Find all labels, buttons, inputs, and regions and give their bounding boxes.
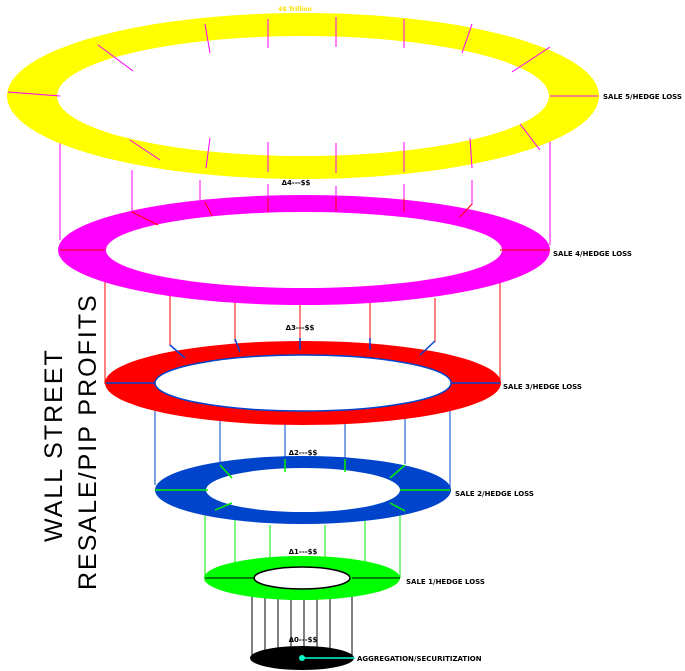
connectors-tier4-to-tier5	[59, 129, 551, 245]
tier-label-5: SALE 5/HEDGE LOSS	[603, 93, 682, 101]
delta-label-1: Δ1---$$	[289, 548, 318, 556]
top-total-label: 4$ Trillion	[278, 6, 311, 13]
side-title-line2: RESALE/PIP PROFITS	[74, 293, 102, 590]
tier-label-3: SALE 3/HEDGE LOSS	[503, 383, 582, 391]
connectors-tier3-to-tier4	[104, 272, 501, 384]
tier-label-4: SALE 4/HEDGE LOSS	[553, 250, 632, 258]
side-title-line1: WALL STREET	[40, 348, 68, 542]
tier-label-0: AGGREGATION/SECURITIZATION	[357, 655, 482, 663]
tier-label-2: SALE 2/HEDGE LOSS	[455, 490, 534, 498]
delta-label-4: Δ4---$$	[282, 179, 311, 187]
ring-tier5	[7, 13, 599, 179]
delta-label-2: Δ2---$$	[289, 449, 318, 457]
delta-label-0: Δ0---$$	[289, 636, 318, 644]
delta-label-3: Δ3---$$	[286, 324, 315, 332]
ring-tier0	[250, 646, 355, 670]
ring-tier1	[204, 556, 400, 600]
ring-tier4	[58, 195, 550, 305]
tier-label-1: SALE 1/HEDGE LOSS	[406, 578, 485, 586]
ring-tier2	[155, 456, 451, 524]
ring-tier3	[105, 338, 501, 425]
connectors-tier1-to-tier2	[204, 515, 401, 578]
